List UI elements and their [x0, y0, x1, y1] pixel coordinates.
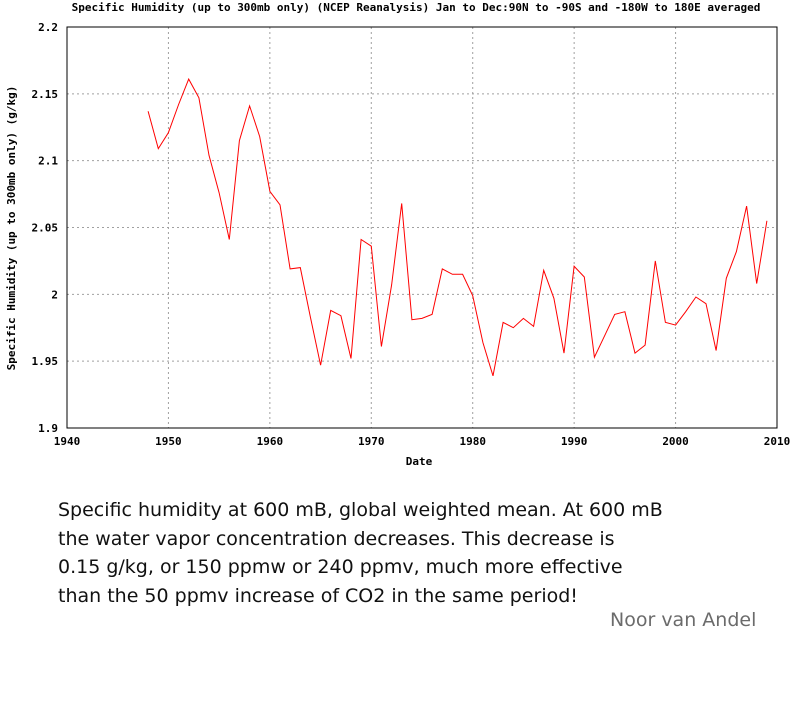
x-tick-label: 1980 [459, 435, 486, 448]
x-axis-label: Date [406, 455, 433, 468]
y-tick-label: 2.1 [38, 155, 58, 168]
x-tick-label: 1970 [358, 435, 385, 448]
caption-line-1: Specific humidity at 600 mB, global weig… [58, 499, 663, 521]
y-tick-label: 2.05 [32, 222, 59, 235]
plot-frame [66, 26, 778, 429]
y-tick-label: 2 [51, 288, 58, 301]
x-tick-label: 2000 [662, 435, 689, 448]
author-credit: Noor van Andel [610, 609, 757, 631]
x-tick-label: 1960 [257, 435, 284, 448]
grid [67, 27, 777, 428]
y-axis: 1.9 1.95 2 2.05 2.1 2.15 2.2 [32, 21, 59, 435]
x-tick-label: 2010 [764, 435, 791, 448]
caption-line-4: than the 50 ppmv increase of CO2 in the … [58, 584, 578, 607]
caption-line-2: the water vapor concentration decreases.… [58, 527, 615, 550]
y-tick-label: 2.15 [32, 88, 59, 101]
y-tick-label: 2.2 [38, 21, 58, 34]
x-tick-label: 1940 [54, 435, 81, 448]
caption: Specific humidity at 600 mB, global weig… [58, 496, 758, 610]
series-line [147, 77, 768, 377]
x-tick-label: 1950 [155, 435, 182, 448]
y-tick-label: 1.9 [38, 422, 58, 435]
chart-title: Specific Humidity (up to 300mb only) (NC… [72, 1, 761, 14]
caption-line-3: 0.15 g/kg, or 150 ppmw or 240 ppmv, much… [58, 556, 623, 578]
y-tick-label: 1.95 [32, 355, 59, 368]
x-tick-label: 1990 [561, 435, 588, 448]
y-axis-label: Specific Humidity (up to 300mb only) (g/… [5, 86, 18, 371]
line-chart: Specific Humidity (up to 300mb only) (NC… [5, 1, 791, 468]
x-axis: 1940 1950 1960 1970 1980 1990 2000 2010 [54, 435, 791, 448]
